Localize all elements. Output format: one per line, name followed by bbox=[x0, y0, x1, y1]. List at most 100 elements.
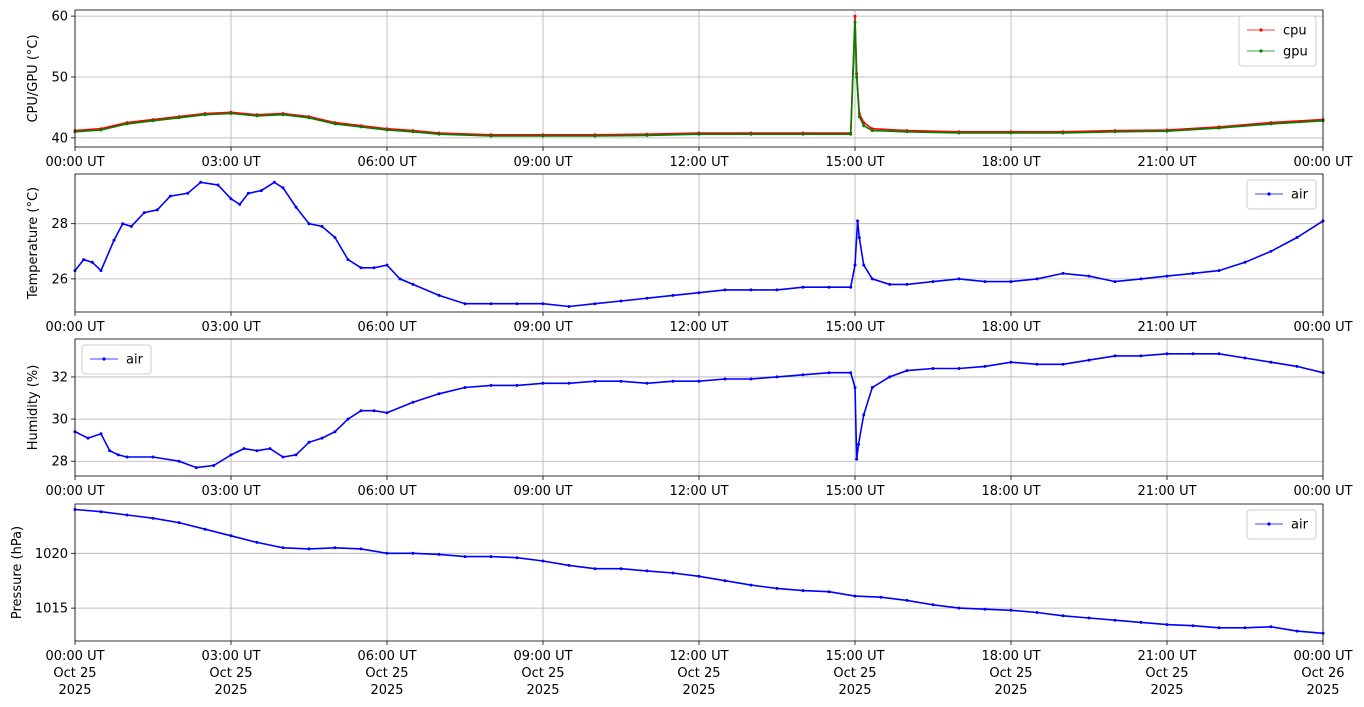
data-point bbox=[229, 534, 233, 538]
data-point bbox=[242, 447, 246, 451]
legend: air bbox=[1246, 509, 1317, 540]
x-tick-label: 06:00 UT bbox=[357, 320, 416, 335]
data-point bbox=[437, 552, 441, 556]
data-point bbox=[437, 392, 441, 396]
data-point bbox=[749, 583, 753, 587]
x-tick-year-label: 2025 bbox=[526, 683, 559, 698]
data-point bbox=[1035, 277, 1039, 281]
data-point bbox=[515, 556, 519, 560]
data-point bbox=[862, 263, 866, 267]
x-tick-label: 09:00 UT bbox=[513, 649, 572, 664]
data-point bbox=[1139, 277, 1143, 281]
data-point bbox=[90, 260, 94, 264]
x-tick-date-label: Oct 25 bbox=[833, 666, 876, 681]
data-point bbox=[1191, 624, 1195, 628]
y-tick-label: 26 bbox=[51, 272, 68, 287]
data-point bbox=[749, 288, 753, 292]
data-point bbox=[1009, 608, 1013, 612]
data-point bbox=[541, 134, 545, 138]
data-point bbox=[1217, 626, 1221, 630]
data-point bbox=[856, 219, 860, 223]
y-axis-label: Temperature (°C) bbox=[26, 187, 41, 300]
legend-marker bbox=[1259, 28, 1263, 32]
series-air bbox=[73, 352, 1325, 470]
data-point bbox=[359, 125, 363, 129]
data-point bbox=[1295, 629, 1299, 633]
data-point bbox=[801, 132, 805, 136]
data-point bbox=[1269, 360, 1273, 364]
data-point bbox=[749, 132, 753, 136]
x-tick-label: 00:00 UT bbox=[45, 320, 104, 335]
data-point bbox=[99, 128, 103, 132]
data-point bbox=[1165, 129, 1169, 133]
data-point bbox=[567, 563, 571, 567]
x-tick-label: 15:00 UT bbox=[825, 649, 884, 664]
data-point bbox=[775, 586, 779, 590]
legend-box bbox=[1246, 509, 1317, 540]
x-tick-label: 00:00 UT bbox=[1293, 649, 1352, 664]
data-point bbox=[333, 546, 337, 550]
data-point bbox=[1243, 260, 1247, 264]
data-point bbox=[437, 132, 441, 136]
data-point bbox=[645, 381, 649, 385]
x-tick-label: 06:00 UT bbox=[357, 484, 416, 499]
y-tick-label: 28 bbox=[51, 217, 68, 232]
legend-label: gpu bbox=[1283, 45, 1308, 60]
data-point bbox=[723, 288, 727, 292]
data-point bbox=[411, 130, 415, 134]
data-point bbox=[541, 381, 545, 385]
x-tick-label: 18:00 UT bbox=[981, 155, 1040, 170]
legend-label: air bbox=[126, 353, 144, 368]
data-point bbox=[238, 202, 242, 206]
x-tick-label: 15:00 UT bbox=[825, 320, 884, 335]
x-tick-year-label: 2025 bbox=[994, 683, 1027, 698]
data-point bbox=[849, 285, 853, 289]
data-point bbox=[216, 183, 220, 187]
y-tick-label: 60 bbox=[51, 10, 68, 25]
legend-box bbox=[1238, 15, 1317, 67]
data-point bbox=[1061, 614, 1065, 618]
data-point bbox=[437, 293, 441, 297]
data-point bbox=[272, 180, 276, 184]
data-point bbox=[281, 546, 285, 550]
data-point bbox=[931, 280, 935, 284]
data-point bbox=[1243, 356, 1247, 360]
x-tick-label: 18:00 UT bbox=[981, 484, 1040, 499]
data-point bbox=[1113, 618, 1117, 622]
data-point bbox=[801, 589, 805, 593]
x-tick-label: 15:00 UT bbox=[825, 155, 884, 170]
data-point bbox=[320, 224, 324, 228]
data-point bbox=[849, 371, 853, 375]
x-tick-date-label: Oct 25 bbox=[677, 666, 720, 681]
chart-panel-2: 26 28 Temperature (°C) 00:00 UT 03:00 UT 06:0… bbox=[26, 173, 1353, 335]
data-point bbox=[385, 551, 389, 555]
data-point bbox=[983, 280, 987, 284]
data-point bbox=[125, 455, 129, 459]
data-point bbox=[281, 113, 285, 117]
data-point bbox=[593, 379, 597, 383]
x-tick-label: 00:00 UT bbox=[45, 155, 104, 170]
data-point bbox=[1269, 625, 1273, 629]
data-point bbox=[855, 75, 859, 79]
data-point bbox=[359, 266, 363, 270]
data-point bbox=[489, 134, 493, 138]
x-tick-label: 18:00 UT bbox=[981, 649, 1040, 664]
chart-panel-1: 40 50 60 CPU/GPU (°C) 00:00 UT 03:00 UT 06:00 … bbox=[26, 10, 1353, 170]
data-point bbox=[515, 302, 519, 306]
data-point bbox=[186, 191, 190, 195]
data-point bbox=[849, 132, 853, 136]
data-point bbox=[645, 569, 649, 573]
data-point bbox=[129, 224, 133, 228]
data-point bbox=[320, 436, 324, 440]
data-point bbox=[801, 373, 805, 377]
data-point bbox=[294, 453, 298, 457]
legend: cpu gpu bbox=[1238, 15, 1317, 67]
data-point bbox=[86, 436, 90, 440]
data-point bbox=[1009, 131, 1013, 135]
data-point bbox=[888, 282, 892, 286]
data-point bbox=[203, 113, 207, 117]
legend-marker bbox=[1267, 522, 1271, 526]
x-tick-date-label: Oct 25 bbox=[1145, 666, 1188, 681]
data-point bbox=[879, 595, 883, 599]
x-tick-label: 03:00 UT bbox=[201, 155, 260, 170]
